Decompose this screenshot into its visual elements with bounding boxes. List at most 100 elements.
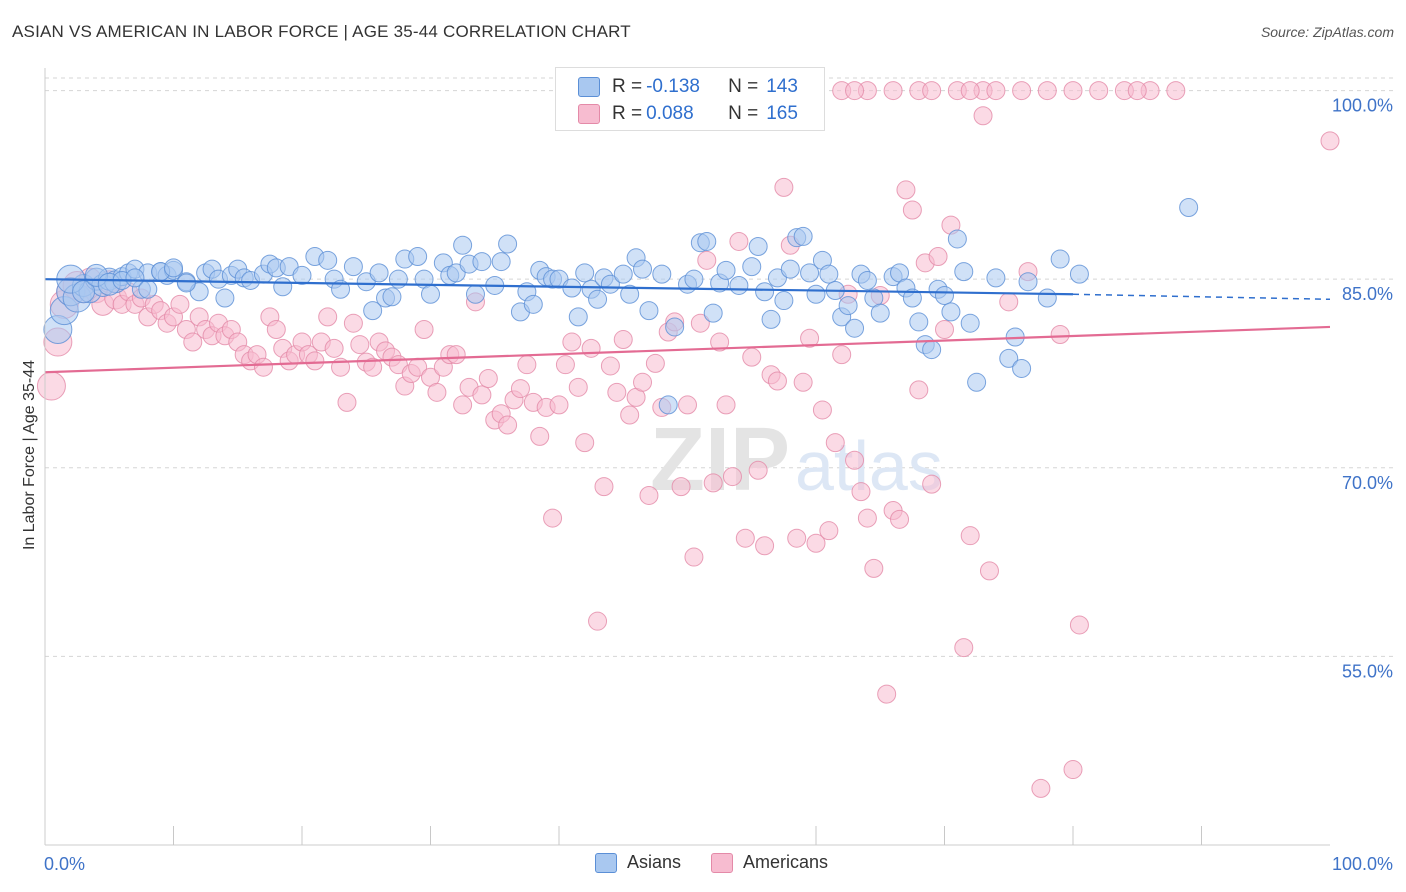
asian-point bbox=[523, 294, 543, 314]
american-point bbox=[318, 307, 338, 327]
chart-title: ASIAN VS AMERICAN IN LABOR FORCE | AGE 3… bbox=[12, 22, 631, 41]
legend-label-americans: Americans bbox=[743, 852, 829, 872]
series-legend: Asians Americans bbox=[595, 852, 858, 873]
y-tick-labels: 55.0% 70.0% 85.0% 100.0% bbox=[1332, 96, 1393, 682]
asian-point bbox=[922, 340, 942, 360]
american-point bbox=[446, 345, 466, 365]
american-point bbox=[1063, 760, 1083, 780]
asian-point bbox=[421, 284, 440, 304]
american-point bbox=[909, 380, 929, 400]
american-point bbox=[1320, 131, 1340, 151]
asian-point bbox=[954, 262, 974, 282]
trend-lines bbox=[44, 278, 1331, 374]
y-axis-label: In Labor Force | Age 35-44 bbox=[21, 360, 38, 550]
american-point bbox=[857, 508, 877, 528]
american-trend-line bbox=[44, 325, 1331, 374]
asian-point bbox=[761, 309, 781, 329]
asian-point bbox=[498, 234, 518, 254]
american-point bbox=[684, 547, 704, 567]
source-label: Source: ZipAtlas.com bbox=[1260, 24, 1394, 40]
asian-point bbox=[986, 268, 1006, 288]
asians-swatch bbox=[578, 77, 600, 97]
american-point bbox=[710, 332, 730, 352]
asian-point bbox=[318, 250, 338, 270]
asian-point bbox=[633, 259, 653, 279]
american-point bbox=[337, 392, 357, 412]
american-point bbox=[343, 313, 363, 333]
legend-row-americans: R = 0.088 N = 165 bbox=[578, 102, 798, 126]
asian-point bbox=[453, 235, 473, 255]
american-point bbox=[1166, 81, 1186, 101]
asian-point bbox=[1018, 272, 1038, 292]
american-point bbox=[633, 372, 653, 392]
asian-point bbox=[684, 269, 704, 289]
american-point bbox=[645, 353, 665, 373]
american-point bbox=[1012, 81, 1032, 101]
american-point bbox=[812, 400, 832, 420]
american-point bbox=[170, 294, 190, 314]
asian-point bbox=[780, 259, 800, 279]
asian-point bbox=[369, 263, 389, 283]
american-point bbox=[607, 382, 627, 402]
asian-point bbox=[947, 229, 967, 249]
american-point bbox=[510, 379, 530, 399]
american-point bbox=[581, 338, 601, 358]
american-point bbox=[986, 81, 1006, 101]
asian-point bbox=[465, 284, 485, 304]
asians-swatch bbox=[595, 852, 617, 873]
asian-point bbox=[613, 264, 633, 284]
american-point bbox=[896, 180, 916, 200]
legend-row-asians: R = -0.138 N = 143 bbox=[578, 75, 798, 99]
american-point bbox=[1063, 81, 1083, 101]
american-point bbox=[1127, 81, 1147, 101]
american-point bbox=[1050, 325, 1070, 345]
asian-point bbox=[491, 252, 511, 272]
n-label: N = bbox=[728, 76, 759, 97]
series-asians bbox=[43, 198, 1199, 415]
american-point bbox=[755, 536, 775, 556]
asian-point bbox=[870, 303, 890, 323]
asian-point bbox=[703, 303, 723, 323]
american-point bbox=[800, 328, 820, 348]
american-point bbox=[960, 526, 980, 546]
asian-point bbox=[819, 264, 839, 284]
asian-point bbox=[363, 301, 383, 321]
legend-label-asians: Asians bbox=[627, 852, 682, 872]
american-point bbox=[902, 200, 922, 220]
asian-point bbox=[774, 291, 794, 311]
asian-point bbox=[999, 348, 1019, 368]
legend-item-asians: Asians bbox=[595, 852, 681, 873]
american-point bbox=[1037, 81, 1057, 101]
asian-point bbox=[408, 247, 428, 267]
american-point bbox=[960, 81, 980, 101]
american-point bbox=[973, 106, 993, 126]
legend-item-americans: Americans bbox=[711, 852, 828, 873]
american-point bbox=[253, 357, 273, 377]
american-point bbox=[1069, 615, 1089, 635]
american-point bbox=[1031, 778, 1051, 798]
american-point bbox=[825, 433, 845, 453]
american-point bbox=[935, 319, 954, 339]
american-point bbox=[517, 355, 537, 375]
american-point bbox=[427, 382, 447, 402]
american-point bbox=[183, 332, 203, 352]
asian-point bbox=[292, 265, 312, 285]
asian-point bbox=[902, 288, 922, 308]
american-point bbox=[697, 250, 717, 270]
n-value: 165 bbox=[766, 103, 798, 124]
asian-point bbox=[600, 274, 620, 294]
american-point bbox=[594, 477, 614, 497]
american-point bbox=[620, 405, 640, 425]
asian-point bbox=[125, 268, 145, 288]
asian-point bbox=[1179, 198, 1199, 218]
american-point bbox=[690, 313, 710, 333]
americans-swatch bbox=[578, 104, 600, 124]
asian-point bbox=[652, 264, 672, 284]
asian-point bbox=[838, 296, 858, 316]
asian-point bbox=[909, 312, 929, 332]
asian-point bbox=[857, 270, 877, 290]
y-tick-label: 100.0% bbox=[1332, 96, 1393, 116]
asian-point bbox=[941, 302, 961, 322]
american-point bbox=[588, 611, 608, 631]
american-point bbox=[305, 351, 325, 371]
